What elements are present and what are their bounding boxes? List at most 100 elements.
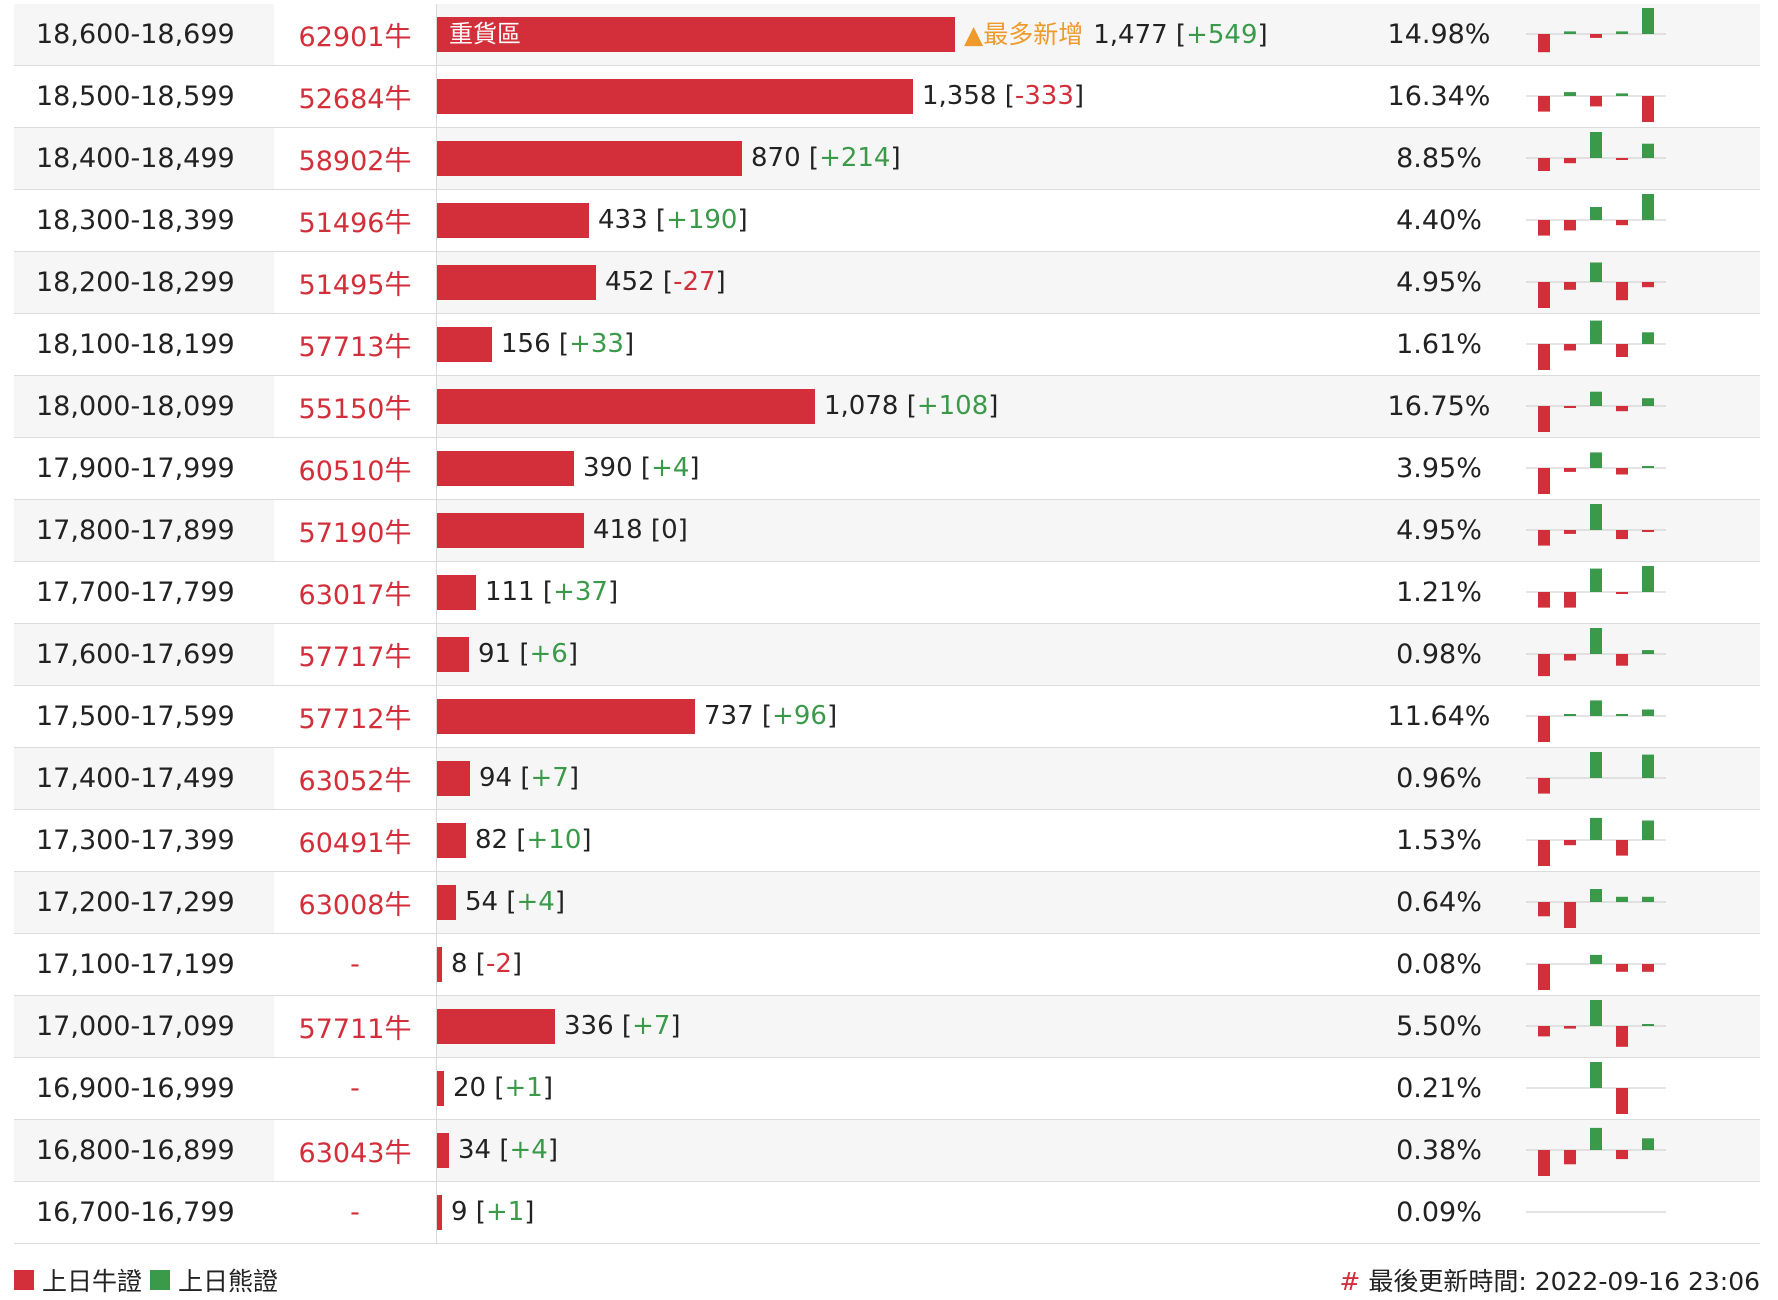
trend-sparkline [1524, 252, 1760, 313]
sparkline-bar [1590, 262, 1602, 282]
warrant-code-link[interactable]: 63017牛 [298, 580, 412, 611]
table-row[interactable]: 18,500-18,599 52684牛 1,358 [-333] 16.34% [14, 66, 1760, 128]
sparkline-svg [1526, 628, 1666, 677]
table-row[interactable]: 18,600-18,699 62901牛 重貨區 ▲最多新增 1,477 [+549] 1… [14, 4, 1760, 66]
legend-bull-label: 上日牛證 [42, 1267, 143, 1296]
sparkline-bar [1564, 282, 1576, 290]
sparkline-bar [1590, 1062, 1602, 1088]
warrant-code-link[interactable]: 57190牛 [274, 500, 436, 561]
percentage: 0.08% [1396, 949, 1482, 980]
sparkline-bar [1590, 207, 1602, 220]
warrant-code-link[interactable]: 57712牛 [298, 704, 412, 735]
volume-value: 54 [+4] [465, 887, 565, 917]
volume-bar-cell: 156 [+33] [436, 314, 1355, 375]
table-row[interactable]: 17,300-17,399 60491牛 82 [+10] 1.53% [14, 810, 1760, 872]
sparkline-bar [1642, 8, 1654, 34]
volume-bar [437, 389, 815, 424]
warrant-code-link[interactable]: 52684牛 [298, 84, 412, 115]
sparkline-bar [1564, 530, 1576, 534]
table-row[interactable]: 17,500-17,599 57712牛 737 [+96] 11.64% [14, 686, 1760, 748]
sparkline-bar [1538, 654, 1550, 677]
percentage: 0.21% [1396, 1073, 1482, 1104]
sparkline-bar [1590, 34, 1602, 38]
sparkline-bar [1590, 568, 1602, 592]
trend-sparkline [1524, 4, 1760, 65]
volume-change: +190 [666, 205, 738, 235]
table-row[interactable]: 18,200-18,299 51495牛 452 [-27] 4.95% [14, 252, 1760, 314]
sparkline-bar [1564, 654, 1576, 661]
warrant-code-link[interactable]: 57717牛 [274, 624, 436, 685]
strike-range: 18,300-18,399 [36, 205, 235, 236]
table-row[interactable]: 18,300-18,399 51496牛 433 [+190] 4.40% [14, 190, 1760, 252]
warrant-code-link[interactable]: 63008牛 [274, 872, 436, 933]
strike-range: 17,000-17,099 [36, 1011, 235, 1042]
volume-bar [437, 79, 913, 114]
table-row[interactable]: 16,900-16,999 - 20 [+1] 0.21% [14, 1058, 1760, 1120]
warrant-code-link[interactable]: 63043牛 [274, 1120, 436, 1181]
volume-change: -2 [485, 949, 512, 979]
table-row[interactable]: 17,700-17,799 63017牛 111 [+37] 1.21% [14, 562, 1760, 624]
sparkline-svg [1526, 1211, 1666, 1213]
volume-bar-cell: 418 [0] [436, 500, 1355, 561]
warrant-code-link[interactable]: 60510牛 [298, 456, 412, 487]
volume-count: 20 [453, 1073, 487, 1103]
warrant-code-link[interactable]: 58902牛 [274, 128, 436, 189]
warrant-code-link[interactable]: 63052牛 [274, 748, 436, 809]
percentage: 4.95% [1396, 267, 1482, 298]
sparkline-bar [1538, 158, 1550, 171]
sparkline-bar [1538, 592, 1550, 608]
sparkline-bar [1616, 406, 1628, 412]
volume-count: 34 [458, 1135, 492, 1165]
sparkline-bar [1564, 468, 1576, 472]
table-row[interactable]: 18,000-18,099 55150牛 1,078 [+108] 16.75% [14, 376, 1760, 438]
trend-sparkline [1524, 810, 1760, 871]
volume-value: 433 [+190] [598, 205, 748, 235]
legend-bear-label: 上日熊證 [178, 1267, 279, 1296]
percentage: 1.21% [1396, 577, 1482, 608]
sparkline-bar [1538, 778, 1550, 794]
strike-range: 18,200-18,299 [36, 267, 235, 298]
table-row[interactable]: 16,700-16,799 - 9 [+1] 0.09% [14, 1182, 1760, 1244]
volume-value: 156 [+33] [501, 329, 635, 359]
table-row[interactable]: 18,400-18,499 58902牛 870 [+214] 8.85% [14, 128, 1760, 190]
strike-range: 17,500-17,599 [36, 701, 235, 732]
sparkline-bar [1538, 406, 1550, 432]
warrant-code-link[interactable]: 57711牛 [274, 996, 436, 1057]
table-row[interactable]: 17,200-17,299 63008牛 54 [+4] 0.64% [14, 872, 1760, 934]
table-row[interactable]: 17,100-17,199 - 8 [-2] 0.08% [14, 934, 1760, 996]
table-row[interactable]: 17,600-17,699 57717牛 91 [+6] 0.98% [14, 624, 1760, 686]
sparkline-bar [1616, 1150, 1628, 1160]
warrant-code-link[interactable]: 62901牛 [274, 4, 436, 65]
volume-count: 111 [485, 577, 535, 607]
table-row[interactable]: 16,800-16,899 63043牛 34 [+4] 0.38% [14, 1120, 1760, 1182]
table-row[interactable]: 17,400-17,499 63052牛 94 [+7] 0.96% [14, 748, 1760, 810]
volume-bar-cell: 91 [+6] [436, 624, 1355, 685]
warrant-code-link[interactable]: 51496牛 [298, 208, 412, 239]
volume-bar-cell: 336 [+7] [436, 996, 1355, 1057]
sparkline-bar [1538, 34, 1550, 53]
table-row[interactable]: 18,100-18,199 57713牛 156 [+33] 1.61% [14, 314, 1760, 376]
volume-change: +6 [529, 639, 568, 669]
sparkline-bar [1590, 817, 1602, 840]
table-row[interactable]: 17,000-17,099 57711牛 336 [+7] 5.50% [14, 996, 1760, 1058]
sparkline-bar [1642, 332, 1654, 344]
sparkline-bar [1590, 1000, 1602, 1026]
volume-count: 9 [451, 1197, 468, 1227]
sparkline-bar [1538, 840, 1550, 866]
strike-range: 17,100-17,199 [36, 949, 235, 980]
strike-range: 16,800-16,899 [36, 1135, 235, 1166]
table-row[interactable]: 17,800-17,899 57190牛 418 [0] 4.95% [14, 500, 1760, 562]
warrant-code-link[interactable]: 51495牛 [274, 252, 436, 313]
warrant-code-link[interactable]: 55150牛 [274, 376, 436, 437]
warrant-code-link[interactable]: 57713牛 [298, 332, 412, 363]
strike-range: 17,700-17,799 [36, 577, 235, 608]
volume-bar-cell: 433 [+190] [436, 190, 1355, 251]
warrant-code-link[interactable]: 60491牛 [298, 828, 412, 859]
sparkline-svg [1526, 320, 1666, 370]
footer: 上日牛證 上日熊證 # 最後更新時間: 2022-09-16 23:06 [14, 1258, 1760, 1298]
sparkline-bar [1538, 902, 1550, 917]
table-row[interactable]: 17,900-17,999 60510牛 390 [+4] 3.95% [14, 438, 1760, 500]
volume-bar-cell: 8 [-2] [436, 934, 1355, 995]
sparkline-bar [1564, 902, 1576, 928]
volume-value: 452 [-27] [605, 267, 726, 297]
